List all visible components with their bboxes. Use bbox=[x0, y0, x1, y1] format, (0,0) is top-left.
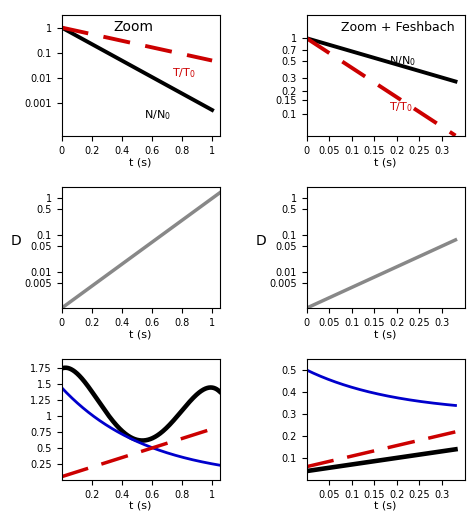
X-axis label: t (s): t (s) bbox=[129, 329, 152, 339]
X-axis label: t (s): t (s) bbox=[374, 329, 397, 339]
X-axis label: t (s): t (s) bbox=[374, 157, 397, 168]
Text: T/T$_0$: T/T$_0$ bbox=[172, 66, 196, 80]
Text: Zoom + Feshbach: Zoom + Feshbach bbox=[341, 21, 455, 34]
Text: T/T$_0$: T/T$_0$ bbox=[389, 100, 412, 114]
Y-axis label: D: D bbox=[255, 234, 266, 248]
X-axis label: t (s): t (s) bbox=[129, 501, 152, 511]
X-axis label: t (s): t (s) bbox=[374, 501, 397, 511]
Y-axis label: D: D bbox=[10, 234, 21, 248]
Text: N/N$_0$: N/N$_0$ bbox=[389, 54, 416, 68]
Text: Zoom: Zoom bbox=[114, 20, 154, 34]
Text: N/N$_0$: N/N$_0$ bbox=[144, 108, 171, 122]
X-axis label: t (s): t (s) bbox=[129, 157, 152, 168]
